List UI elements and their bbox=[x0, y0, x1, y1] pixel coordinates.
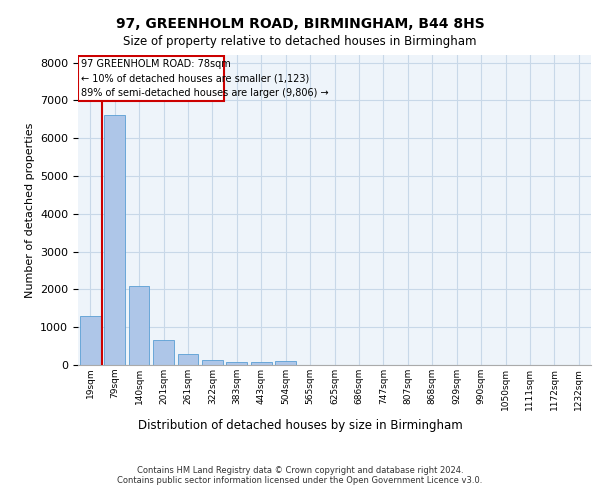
Text: Contains HM Land Registry data © Crown copyright and database right 2024.
Contai: Contains HM Land Registry data © Crown c… bbox=[118, 466, 482, 485]
Bar bbox=[128, 286, 149, 365]
Bar bbox=[226, 362, 247, 365]
Bar bbox=[153, 340, 174, 365]
Bar bbox=[178, 354, 199, 365]
Text: 97 GREENHOLM ROAD: 78sqm
← 10% of detached houses are smaller (1,123)
89% of sem: 97 GREENHOLM ROAD: 78sqm ← 10% of detach… bbox=[82, 59, 329, 98]
Bar bbox=[275, 361, 296, 365]
Text: Size of property relative to detached houses in Birmingham: Size of property relative to detached ho… bbox=[123, 35, 477, 48]
Bar bbox=[251, 362, 272, 365]
Text: 97, GREENHOLM ROAD, BIRMINGHAM, B44 8HS: 97, GREENHOLM ROAD, BIRMINGHAM, B44 8HS bbox=[116, 18, 484, 32]
FancyBboxPatch shape bbox=[79, 56, 224, 101]
Y-axis label: Number of detached properties: Number of detached properties bbox=[25, 122, 35, 298]
Bar bbox=[104, 116, 125, 365]
Bar bbox=[202, 360, 223, 365]
Text: Distribution of detached houses by size in Birmingham: Distribution of detached houses by size … bbox=[137, 420, 463, 432]
Bar bbox=[80, 316, 101, 365]
